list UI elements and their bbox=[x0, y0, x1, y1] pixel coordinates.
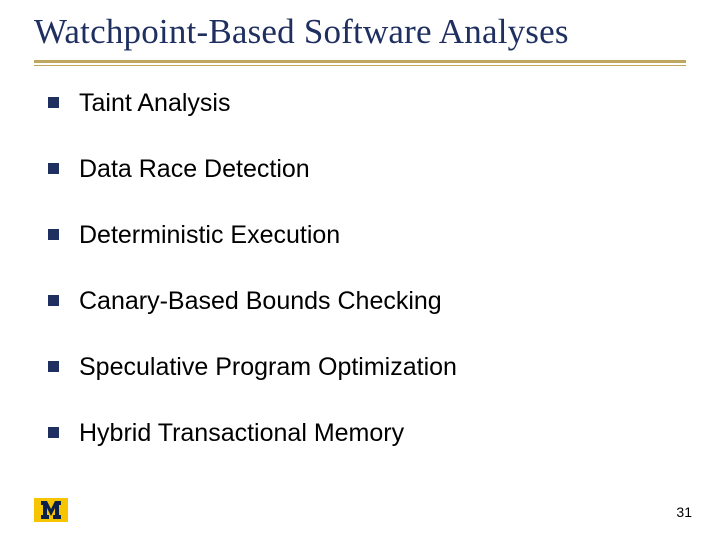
item-text: Speculative Program Optimization bbox=[79, 352, 457, 382]
title-underline bbox=[34, 60, 686, 66]
item-text: Taint Analysis bbox=[79, 88, 230, 118]
list-item: Taint Analysis bbox=[48, 88, 686, 118]
square-bullet-icon bbox=[48, 427, 59, 438]
list-item: Data Race Detection bbox=[48, 154, 686, 184]
list-item: Canary-Based Bounds Checking bbox=[48, 286, 686, 316]
analysis-list: Taint Analysis Data Race Detection Deter… bbox=[34, 88, 686, 448]
slide: Watchpoint-Based Software Analyses Taint… bbox=[0, 0, 720, 540]
list-item: Hybrid Transactional Memory bbox=[48, 418, 686, 448]
list-item: Speculative Program Optimization bbox=[48, 352, 686, 382]
page-number: 31 bbox=[676, 504, 692, 520]
square-bullet-icon bbox=[48, 229, 59, 240]
item-text: Canary-Based Bounds Checking bbox=[79, 286, 442, 316]
item-text: Hybrid Transactional Memory bbox=[79, 418, 404, 448]
square-bullet-icon bbox=[48, 361, 59, 372]
square-bullet-icon bbox=[48, 97, 59, 108]
square-bullet-icon bbox=[48, 163, 59, 174]
square-bullet-icon bbox=[48, 295, 59, 306]
underline-thin bbox=[34, 65, 686, 66]
page-title: Watchpoint-Based Software Analyses bbox=[34, 10, 686, 58]
item-text: Data Race Detection bbox=[79, 154, 310, 184]
umich-logo-icon bbox=[34, 498, 68, 522]
list-item: Deterministic Execution bbox=[48, 220, 686, 250]
item-text: Deterministic Execution bbox=[79, 220, 340, 250]
